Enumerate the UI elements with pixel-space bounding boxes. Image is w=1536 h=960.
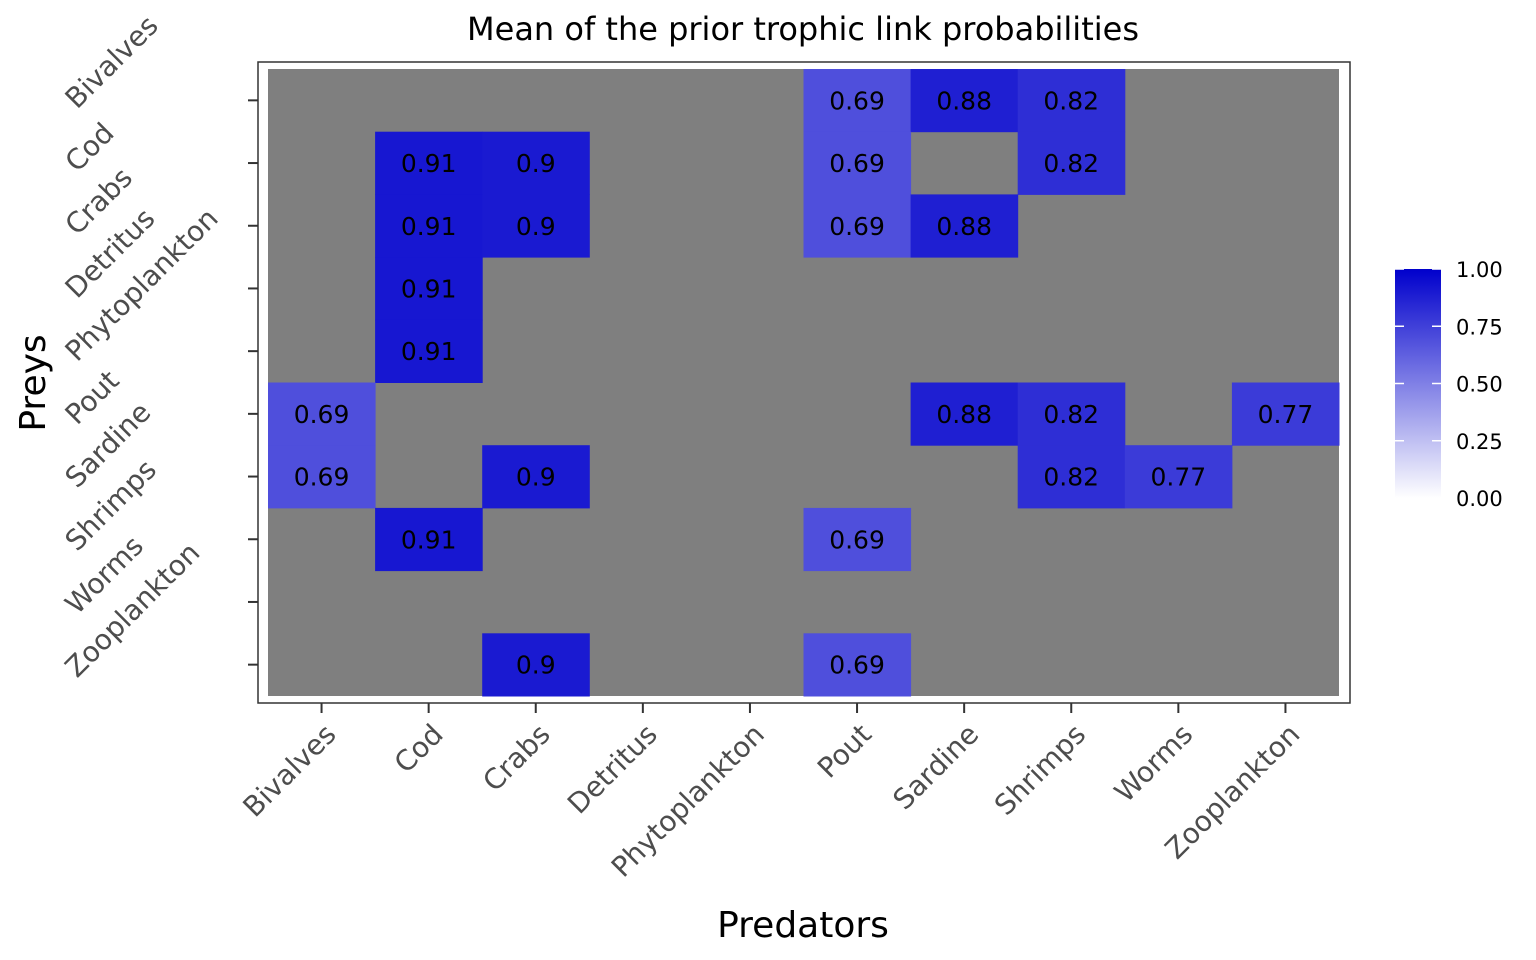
cell-value-label: 0.88 [936,86,992,115]
y-tick-label: Bivalves [59,9,165,115]
heatmap-cell [375,319,483,383]
cell-value-label: 0.91 [401,337,457,366]
heatmap-cell [803,633,912,697]
legend-label: 0.75 [1456,315,1503,339]
legend-label: 1.00 [1456,258,1503,282]
cell-value-label: 0.77 [1258,400,1314,429]
heatmap-cell [910,69,1019,133]
heatmap-cell [1017,69,1126,133]
heatmap-cell [375,257,483,321]
color-legend: 0.00 0.25 0.50 0.75 1.00 [1395,258,1503,511]
heatmap-cell [910,194,1019,258]
cell-value-label: 0.91 [401,212,457,241]
heatmap-cell [1017,131,1126,195]
heatmap-cell [1017,445,1126,509]
heatmap-cell [803,69,912,133]
cell-value-label: 0.9 [516,651,556,680]
cell-value-label: 0.69 [829,149,885,178]
cell-value-label: 0.69 [829,651,885,680]
heatmap-cell [375,131,483,195]
heatmap-cell [482,633,590,697]
cell-value-label: 0.88 [936,212,992,241]
x-tick-label: Worms [1108,718,1199,809]
cell-value-label: 0.77 [1151,463,1207,492]
legend-label: 0.00 [1456,487,1503,511]
heatmap-cell [268,445,376,509]
heatmap-cell [482,131,590,195]
heatmap-cell [1231,382,1340,446]
x-tick-label: Bivalves [237,718,343,824]
heatmap-cell [375,194,483,258]
cell-value-label: 0.69 [294,463,350,492]
cell-value-label: 0.91 [401,149,457,178]
heatmap-cell [803,131,912,195]
cell-value-label: 0.82 [1043,86,1099,115]
x-tick-label: Pout [811,718,878,785]
cell-value-label: 0.9 [516,463,556,492]
cell-value-label: 0.91 [401,274,457,303]
legend-label: 0.25 [1456,430,1503,454]
y-axis: BivalvesCodCrabsDetritusPhytoplanktonPou… [59,9,258,684]
heatmap-cell [482,445,590,509]
heatmap-cell [1124,445,1233,509]
cell-value-label: 0.88 [936,400,992,429]
cell-value-label: 0.82 [1043,463,1099,492]
x-tick-label: Detritus [561,718,664,821]
x-tick-label: Crabs [476,718,556,798]
heatmap-cell [1017,382,1126,446]
heatmap-cell [268,382,376,446]
x-axis-title: Predators [717,905,889,946]
y-axis-title: Preys [13,334,54,431]
chart-title: Mean of the prior trophic link probabili… [467,10,1139,48]
heatmap-cell [375,507,483,572]
cell-value-label: 0.9 [516,212,556,241]
cell-value-label: 0.69 [829,86,885,115]
cell-value-label: 0.82 [1043,149,1099,178]
x-tick-label: Sardine [886,718,985,817]
legend-label: 0.50 [1456,373,1503,397]
cell-value-label: 0.69 [294,400,350,429]
cell-value-label: 0.82 [1043,400,1099,429]
x-tick-label: Shrimps [988,718,1092,822]
cell-value-label: 0.69 [829,525,885,554]
heatmap-cell [803,507,912,572]
cell-value-label: 0.69 [829,212,885,241]
heatmap-cells: 0.69 0.88 0.82 0.91 0.9 0.69 0.82 0.91 0.9 0.69 0.… [268,69,1340,697]
cell-value-label: 0.9 [516,149,556,178]
cell-value-label: 0.91 [401,525,457,554]
x-tick-label: Cod [388,718,450,780]
heatmap-cell [482,194,590,258]
heatmap-cell [803,194,912,258]
heatmap-cell [910,382,1019,446]
